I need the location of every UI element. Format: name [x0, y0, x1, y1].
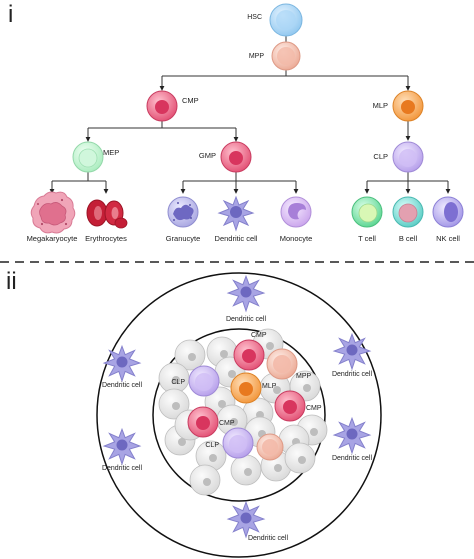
stromal-nucleus — [274, 464, 282, 472]
niche-clp-upper — [188, 365, 220, 397]
stromal-nucleus — [203, 478, 211, 486]
stromal-nucleus — [209, 454, 217, 462]
mlp-cell — [392, 90, 424, 122]
niche-cmp-left-label: CMP — [219, 420, 235, 427]
gmp-label: GMP — [199, 151, 216, 160]
niche-mlp — [230, 372, 262, 404]
clp-cell — [392, 141, 424, 173]
niche-cmp-top-label: CMP — [251, 332, 267, 339]
cmp-cell — [146, 90, 178, 122]
niche-mpp-label: MPP — [296, 373, 312, 380]
cmp-label: CMP — [182, 96, 199, 105]
nkcell-cell — [432, 196, 464, 228]
niche-clp-upper-label: CLP — [171, 379, 185, 386]
niche-dendritic-right-upper-label: Dendritic cell — [332, 371, 373, 378]
dendritic-nucleus — [346, 428, 358, 440]
niche-dendritic-left-lower-label: Dendritic cell — [102, 465, 143, 472]
stromal-nucleus — [266, 342, 274, 350]
stromal-nucleus — [188, 353, 196, 361]
monocyte-cell — [280, 196, 312, 228]
niche-dendritic-right-lower-label: Dendritic cell — [332, 455, 373, 462]
stromal-nucleus — [310, 428, 318, 436]
mlp-label: MLP — [373, 101, 388, 110]
niche-dendritic-cells — [102, 274, 372, 539]
granulocyte-cell — [167, 196, 199, 228]
megakaryocyte-label: Megakaryocyte — [27, 234, 78, 243]
dendritic-cell-tree — [217, 195, 255, 232]
niche-dendritic-top-label: Dendritic cell — [226, 316, 267, 323]
stromal-nucleus — [218, 400, 226, 408]
dendritic-nucleus — [240, 512, 252, 524]
hsc-label: HSC — [247, 14, 262, 21]
niche-clp-lower — [222, 427, 254, 459]
mep-cell — [72, 141, 104, 173]
hsc-cell — [269, 3, 303, 37]
dendritic-label-tree: Dendritic cell — [215, 234, 258, 243]
niche-mlp-label: MLP — [262, 383, 277, 390]
niche-cmp-top — [233, 339, 265, 371]
tcell-label: T cell — [358, 234, 376, 243]
niche-mpp-lower — [256, 433, 284, 461]
stromal-nucleus — [220, 350, 228, 358]
niche-dendritic-left-upper-label: Dendritic cell — [102, 382, 143, 389]
mpp-cell — [271, 41, 301, 71]
niche-cmp-right — [274, 390, 306, 422]
tcell-cell — [351, 196, 383, 228]
dendritic-nucleus — [240, 286, 252, 298]
stromal-nucleus — [244, 468, 252, 476]
niche-mpp — [266, 348, 298, 380]
stromal-nucleus — [172, 402, 180, 410]
nkcell-label: NK cell — [436, 234, 460, 243]
niche-cmp-left — [187, 406, 219, 438]
stromal-nucleus — [273, 386, 281, 394]
niche-cmp-right-label: CMP — [306, 405, 322, 412]
niche-dendritic-bottom-label: Dendritic cell — [248, 535, 289, 542]
stromal-nucleus — [228, 370, 236, 378]
stromal-nucleus — [230, 418, 238, 426]
monocyte-label: Monocyte — [280, 234, 313, 243]
dendritic-nucleus — [346, 344, 358, 356]
erythrocytes-label: Erythrocytes — [85, 234, 127, 243]
dendritic-nucleus — [116, 356, 128, 368]
panel-label-ii: ii — [6, 268, 17, 295]
stromal-nucleus — [178, 438, 186, 446]
lineage-tree — [49, 36, 451, 194]
bcell-label: B cell — [399, 234, 418, 243]
erythrocytes-cells — [86, 199, 128, 229]
stromal-nucleus — [172, 376, 180, 384]
stromal-nucleus — [303, 384, 311, 392]
stromal-nucleus — [298, 456, 306, 464]
niche-clp-lower-label: CLP — [205, 442, 219, 449]
granulocyte-label: Granucyte — [166, 234, 201, 243]
dendritic-nucleus — [116, 439, 128, 451]
panel-label-i: i — [8, 1, 13, 28]
megakaryocyte-cell — [30, 191, 76, 234]
mpp-label: MPP — [249, 53, 265, 60]
mep-label: MEP — [103, 148, 119, 157]
clp-label: CLP — [373, 152, 388, 161]
bcell-cell — [392, 196, 424, 228]
gmp-cell — [220, 141, 252, 173]
